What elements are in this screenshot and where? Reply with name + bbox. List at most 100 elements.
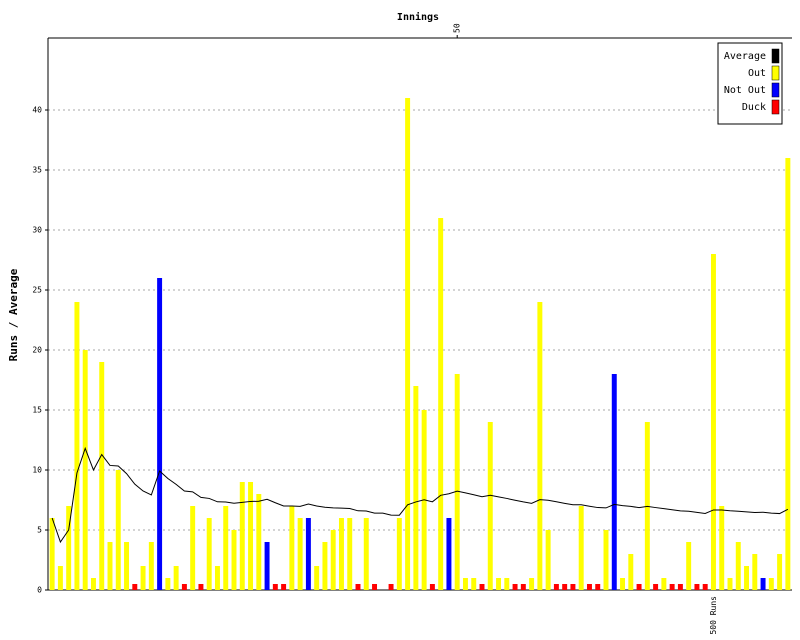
bar xyxy=(396,518,402,590)
bar xyxy=(537,302,543,590)
bar xyxy=(578,506,584,590)
bar xyxy=(752,554,758,590)
bar xyxy=(429,584,435,590)
bar xyxy=(231,530,237,590)
bar xyxy=(496,578,502,590)
bar xyxy=(454,374,460,590)
y-tick-label: 25 xyxy=(32,286,42,295)
bar xyxy=(330,530,336,590)
bar xyxy=(66,506,72,590)
bar xyxy=(322,542,328,590)
bar xyxy=(132,584,138,590)
y-axis-label: Runs / Average xyxy=(7,268,20,361)
bar xyxy=(595,584,601,590)
bar xyxy=(388,584,394,590)
bar xyxy=(512,584,518,590)
bar xyxy=(206,518,212,590)
bar xyxy=(719,506,725,590)
bar xyxy=(49,518,55,590)
bar xyxy=(214,566,220,590)
legend-label: Out xyxy=(748,68,766,79)
bar xyxy=(314,566,320,590)
bar xyxy=(471,578,477,590)
bar xyxy=(405,98,411,590)
bar xyxy=(148,542,154,590)
bar xyxy=(669,584,675,590)
bar xyxy=(198,584,204,590)
annotation: 500 Runs xyxy=(709,596,718,635)
legend-swatch xyxy=(771,99,780,115)
bar xyxy=(165,578,171,590)
bar xyxy=(727,578,733,590)
bar xyxy=(611,374,617,590)
bar xyxy=(677,584,683,590)
y-tick-label: 10 xyxy=(32,466,42,475)
legend-swatch xyxy=(771,65,780,81)
bar xyxy=(586,584,592,590)
bar xyxy=(281,584,287,590)
bar xyxy=(99,362,105,590)
bar xyxy=(462,578,468,590)
bar xyxy=(115,470,121,590)
bar xyxy=(413,386,419,590)
bar xyxy=(735,542,741,590)
legend-box xyxy=(717,42,783,125)
bar xyxy=(446,518,452,590)
bar xyxy=(487,422,493,590)
y-tick-label: 30 xyxy=(32,226,42,235)
bar xyxy=(710,254,716,590)
legend-label: Duck xyxy=(742,102,766,113)
bar xyxy=(264,542,270,590)
bar xyxy=(190,506,196,590)
bar xyxy=(653,584,659,590)
bar xyxy=(785,158,791,590)
bar xyxy=(90,578,96,590)
bar xyxy=(57,566,63,590)
bar xyxy=(107,542,113,590)
bar xyxy=(694,584,700,590)
bar xyxy=(768,578,774,590)
legend-swatch xyxy=(771,82,780,98)
bar xyxy=(181,584,187,590)
y-tick-label: 35 xyxy=(32,166,42,175)
bar xyxy=(157,278,163,590)
bar xyxy=(520,584,526,590)
y-tick-label: 40 xyxy=(32,106,42,115)
bar xyxy=(347,518,353,590)
average-line xyxy=(51,446,789,544)
bar xyxy=(223,506,229,590)
bar xyxy=(661,578,667,590)
bar xyxy=(305,518,311,590)
bar xyxy=(553,584,559,590)
bar xyxy=(636,584,642,590)
bar xyxy=(363,518,369,590)
legend-label: Average xyxy=(724,51,766,62)
bar xyxy=(702,584,708,590)
y-tick-label: 15 xyxy=(32,406,42,415)
bar xyxy=(289,506,295,590)
x-tick-label: 50 xyxy=(453,23,462,33)
bar xyxy=(760,578,766,590)
bar xyxy=(173,566,179,590)
bar xyxy=(529,578,535,590)
bar xyxy=(372,584,378,590)
bar xyxy=(438,218,444,590)
legend-swatch xyxy=(771,48,780,64)
bar xyxy=(239,482,245,590)
bar xyxy=(140,566,146,590)
legend-label: Not Out xyxy=(724,85,766,96)
bar xyxy=(620,578,626,590)
y-tick-label: 20 xyxy=(32,346,42,355)
bar xyxy=(504,578,510,590)
bar xyxy=(479,584,485,590)
bar xyxy=(272,584,278,590)
bar xyxy=(82,350,88,590)
bar xyxy=(777,554,783,590)
bar xyxy=(248,482,254,590)
bar xyxy=(686,542,692,590)
y-tick-label: 0 xyxy=(37,586,42,595)
bar xyxy=(74,302,80,590)
bar xyxy=(355,584,361,590)
bar xyxy=(744,566,750,590)
